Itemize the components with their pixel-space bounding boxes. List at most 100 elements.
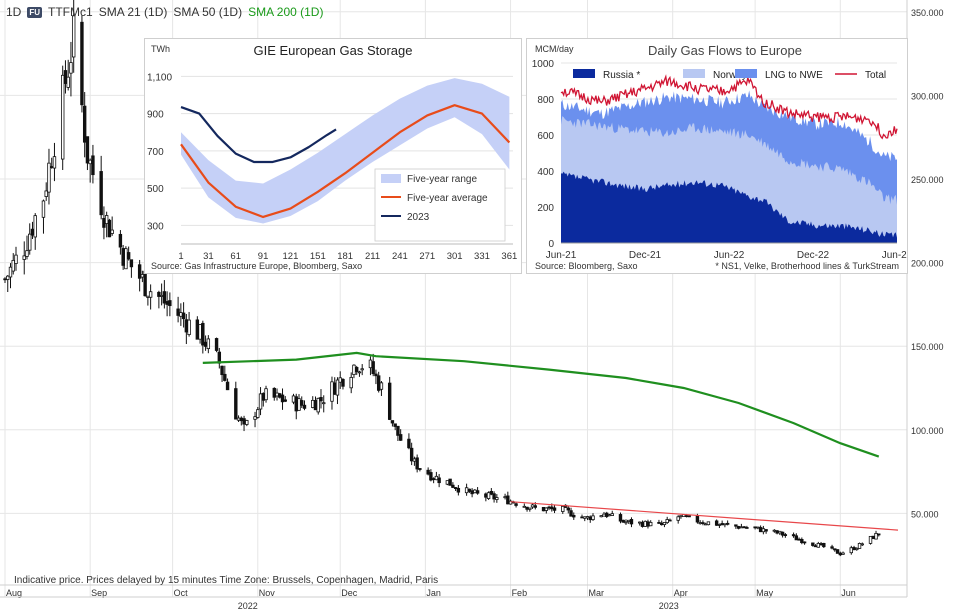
candle-body [272,387,276,398]
candle-body [102,217,106,228]
candle [838,551,842,557]
candle-body [253,416,257,420]
candle [739,523,744,529]
candle [275,388,279,401]
flows-title: Daily Gas Flows to Europe [648,43,802,58]
candle [607,513,612,517]
footnote: Indicative price. Prices delayed by 15 m… [14,575,439,586]
candle-body [258,393,263,410]
candle-body [220,365,224,376]
candle [734,524,738,529]
candle-body [398,434,403,441]
candle-body [349,377,353,389]
storage-y-tick: 300 [147,221,164,232]
candle-body [148,291,153,298]
storage-legend: Five-year range Five-year average 2023 [374,168,506,242]
symbol-label[interactable]: TTFMc1 [48,5,93,19]
sma200-label[interactable]: SMA 200 (1D) [248,5,324,19]
candle-body [621,519,625,523]
y-tick-label: 350.000 [911,8,944,18]
legend-swatch-range [381,174,401,183]
candle [453,487,458,491]
candle-body [525,506,529,510]
price-candles [3,0,881,557]
candle-body [486,492,491,499]
candle [195,316,200,340]
candle [544,507,548,514]
storage-x-tick: 331 [474,251,490,262]
candle-body [607,514,612,517]
candle [407,433,411,450]
candle-body [591,515,595,521]
candle-body [168,300,172,307]
month-label: Mar [589,588,605,598]
candle-body [643,520,647,527]
candle-body [6,275,10,280]
candle-body [118,233,123,248]
storage-y-tick: 1,100 [147,72,172,83]
sma21-label[interactable]: SMA 21 (1D) [98,5,168,19]
flows-x-tick: Jun-21 [546,250,577,261]
candle [418,467,422,472]
candle-body [85,136,90,164]
candle [649,520,653,527]
candle [566,505,570,514]
candle-body [868,535,873,544]
candle [797,537,801,541]
storage-y-tick: 500 [147,184,164,195]
candle [99,155,103,220]
candle [703,522,708,526]
candle-body [492,493,496,500]
chart-header: 1D FU TTFMc1 SMA 21 (1D) SMA 50 (1D) SMA… [6,5,323,19]
candle [657,519,661,524]
month-label: Dec [341,588,358,598]
candle-body [484,493,488,498]
candle-body [234,388,238,420]
candle [830,544,834,550]
candle-body [140,274,145,278]
month-label: Jan [426,588,441,598]
legend-swatch-lngtonwe [735,69,757,78]
storage-x-tick: 241 [392,251,408,262]
candle [742,525,746,529]
candle [794,533,799,541]
candle-body [426,469,430,475]
candle-body [165,301,169,305]
candle [717,523,722,529]
storage-x-tick: 181 [337,251,353,262]
candle-body [566,507,570,511]
candle-body [198,324,202,340]
candle [8,263,13,289]
candle [569,507,573,517]
candle [302,400,307,411]
sma50-label[interactable]: SMA 50 (1D) [173,5,243,19]
interval-label[interactable]: 1D [6,5,22,19]
candle-body [541,506,546,512]
storage-x-tick: 61 [230,251,241,262]
candle [126,246,131,261]
candle-body [374,373,378,377]
candle [390,420,395,427]
candle [627,519,631,524]
candle [398,429,403,441]
candle-body [107,219,112,238]
flows-legend-label: Total [865,70,886,81]
candle-body [297,398,301,411]
candle [720,520,724,526]
candle-body [184,319,189,333]
exchange-badge: FU [27,6,43,18]
candle-body [429,472,433,481]
candle [47,148,51,205]
candle-body [223,373,227,381]
candle-body [646,521,650,527]
sma200-line [202,351,880,458]
candle-body [717,524,722,526]
flows-note: * NS1, Velke, Brotherhood lines & TurkSt… [715,261,899,271]
candle-body [418,468,422,470]
candle [176,296,180,323]
y-tick-label: 250.000 [911,175,944,185]
candle-body [52,156,57,169]
candle [434,471,439,481]
candle-body [179,312,183,317]
candle [698,520,702,525]
